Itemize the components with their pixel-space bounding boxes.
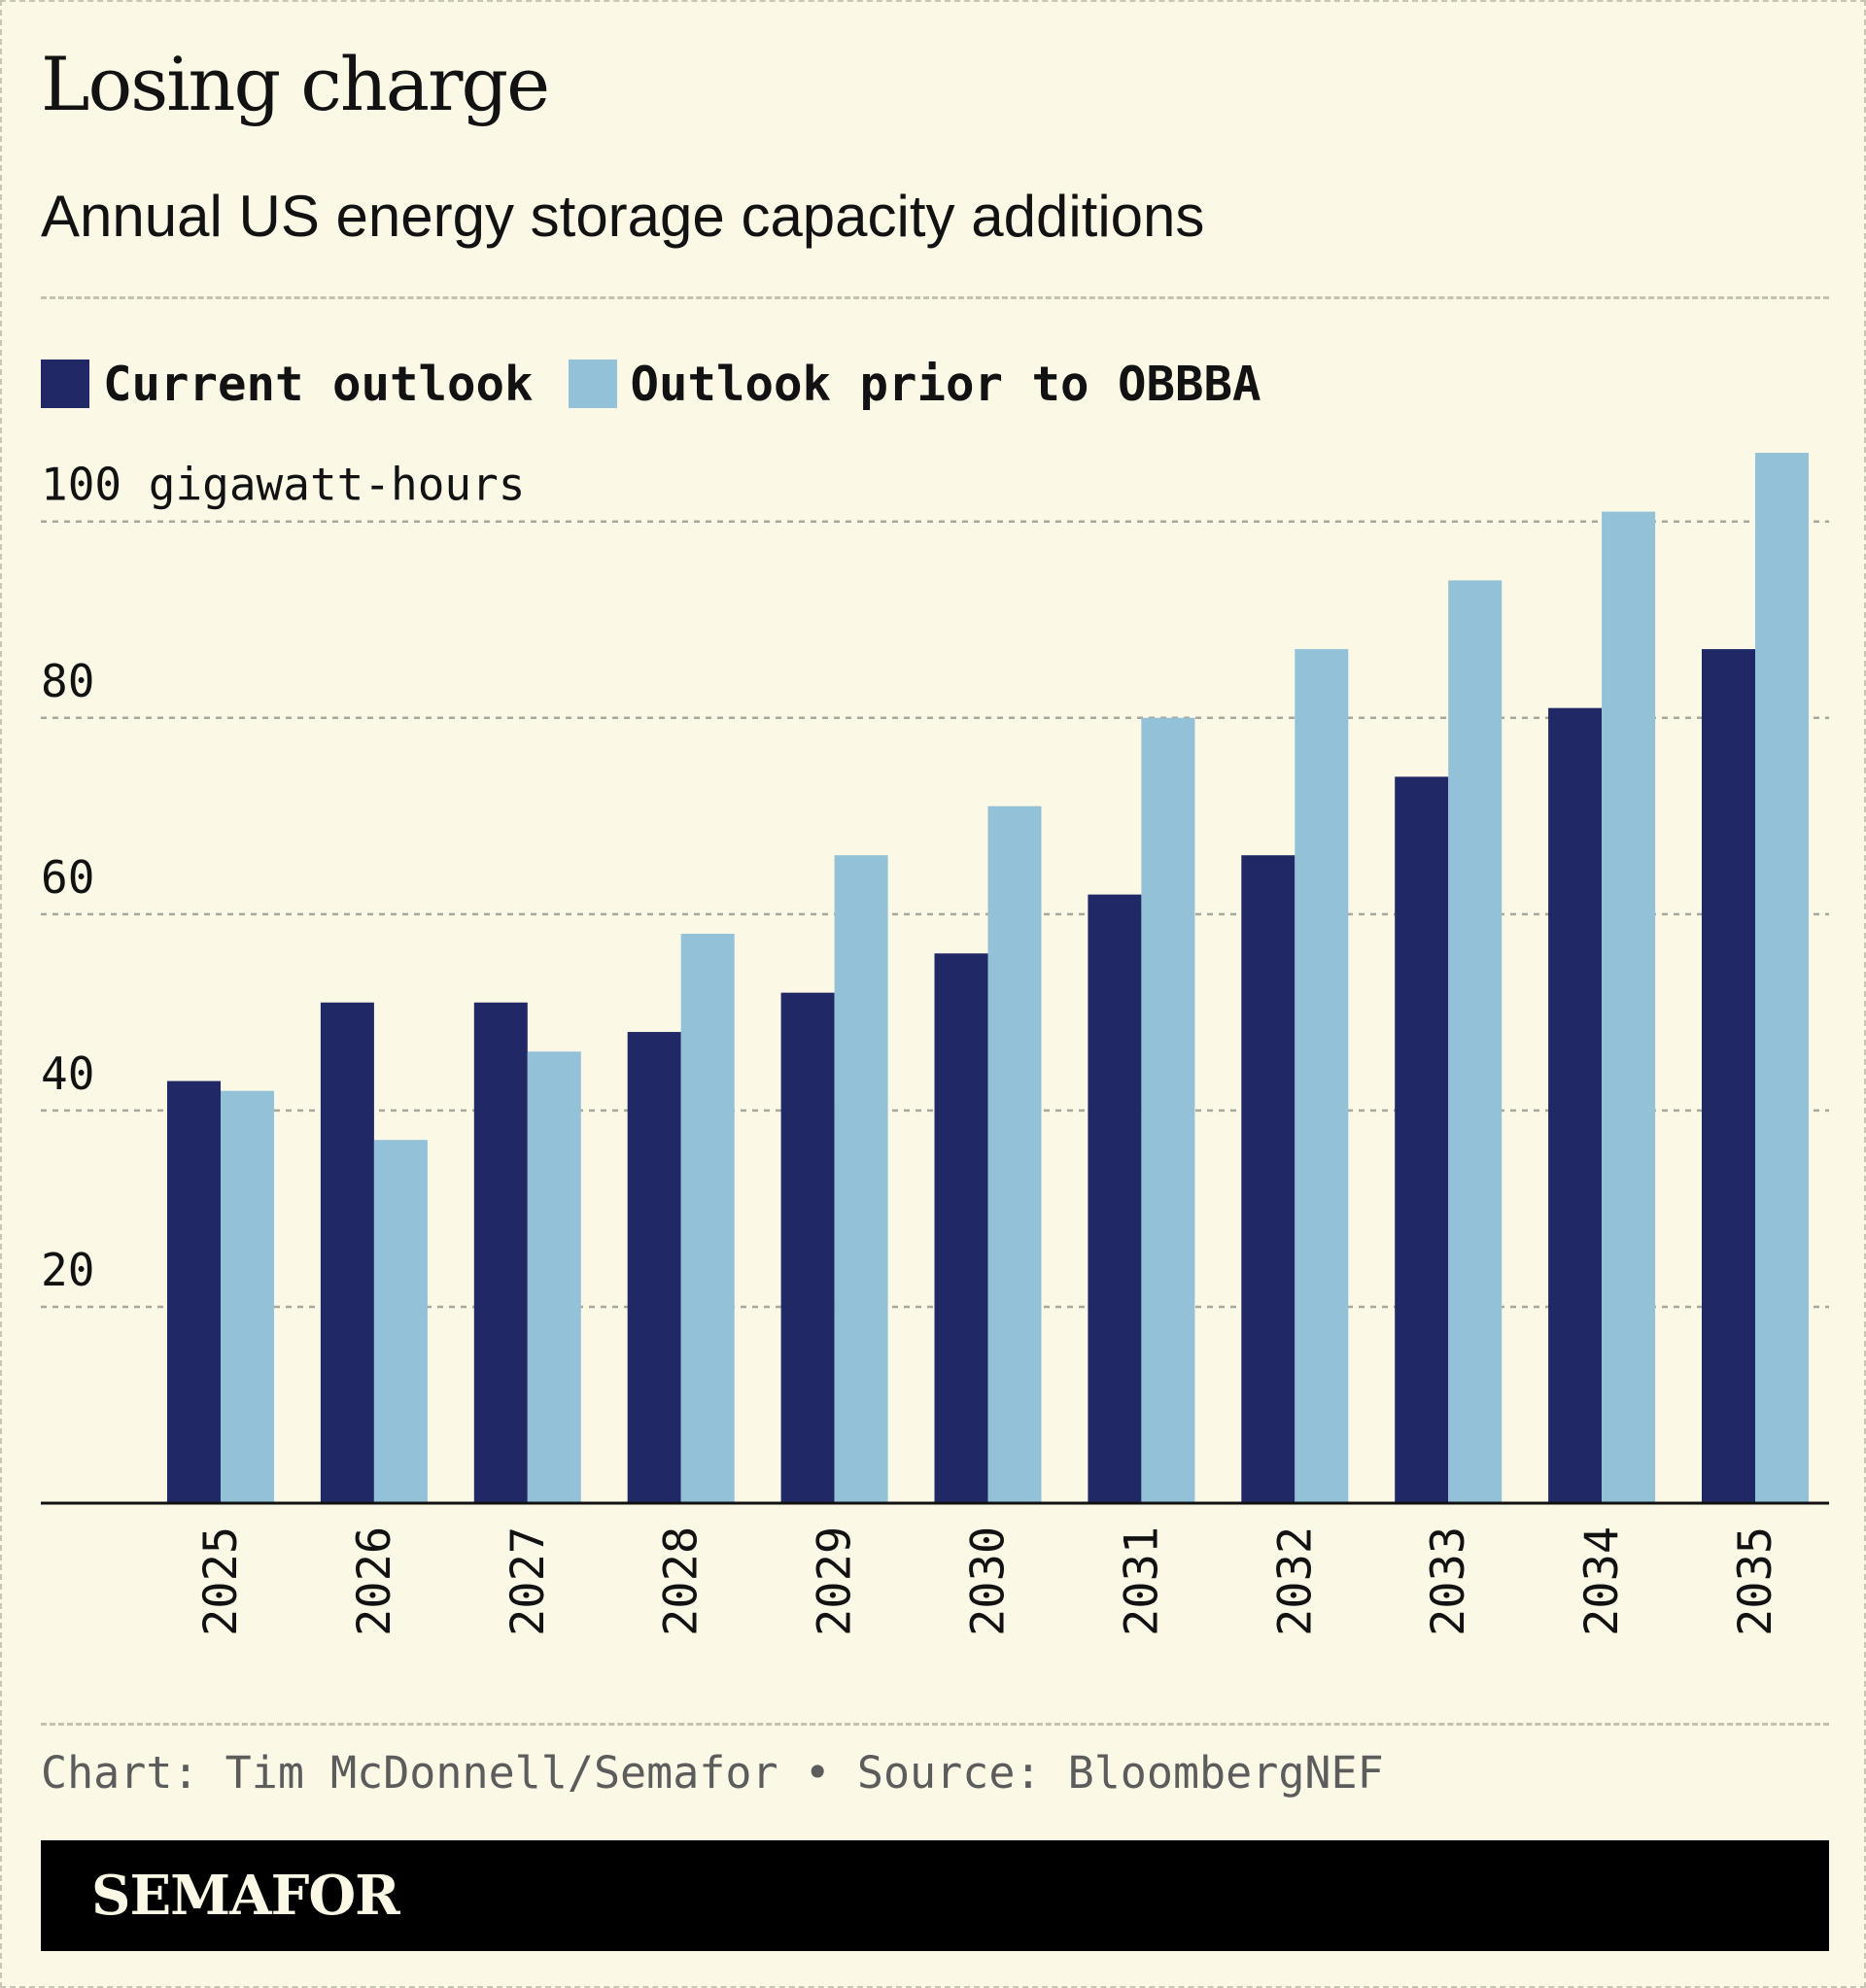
- chart-subtitle: Annual US energy storage capacity additi…: [41, 184, 1205, 249]
- legend-item-prior: Outlook prior to OBBBA: [568, 356, 1261, 412]
- bar-current-2035: [1702, 649, 1755, 1503]
- x-tick-label-2027: 2027: [501, 1526, 555, 1636]
- bar-prior-2025: [221, 1090, 274, 1503]
- footer-divider: [41, 1723, 1829, 1726]
- bar-prior-2035: [1755, 453, 1809, 1503]
- bar-prior-2027: [527, 1051, 581, 1503]
- legend-swatch-current: [41, 360, 89, 408]
- bar-current-2027: [473, 1002, 528, 1503]
- y-tick-label-100: 100 gigawatt-hours: [41, 459, 526, 511]
- y-tick-label-60: 60: [41, 851, 94, 904]
- bar-current-2026: [320, 1002, 374, 1503]
- bar-current-2029: [780, 992, 835, 1503]
- bar-current-2031: [1088, 894, 1142, 1503]
- x-tick-label-2026: 2026: [348, 1526, 401, 1636]
- legend-label-prior: Outlook prior to OBBBA: [630, 356, 1261, 412]
- bar-current-2032: [1241, 855, 1296, 1503]
- header-divider: [41, 296, 1829, 299]
- bar-prior-2026: [373, 1140, 428, 1503]
- chart-title: Losing charge: [41, 41, 550, 127]
- bar-prior-2028: [680, 934, 735, 1503]
- bar-prior-2030: [987, 805, 1042, 1503]
- legend-swatch-prior: [568, 360, 617, 408]
- y-tick-label-40: 40: [41, 1047, 94, 1100]
- y-tick-label-80: 80: [41, 655, 94, 707]
- bar-prior-2031: [1141, 717, 1195, 1503]
- legend-item-current: Current outlook: [41, 357, 534, 412]
- legend: Current outlook Outlook prior to OBBBA: [41, 356, 1296, 412]
- bar-prior-2033: [1448, 580, 1503, 1503]
- bar-current-2034: [1548, 707, 1603, 1503]
- bar-current-2030: [934, 953, 988, 1503]
- x-tick-label-2035: 2035: [1729, 1526, 1782, 1636]
- x-tick-label-2028: 2028: [655, 1526, 708, 1636]
- x-tick-label-2025: 2025: [194, 1526, 248, 1636]
- bar-chart: 20 40 60 80 100 gigawatt-hours 2025 2026 2027 20…: [41, 453, 1829, 1636]
- x-tick-label-2034: 2034: [1575, 1526, 1629, 1636]
- bar-current-2028: [627, 1032, 681, 1503]
- x-tick-label-2029: 2029: [809, 1526, 862, 1636]
- y-tick-label-20: 20: [41, 1244, 94, 1296]
- brand-bar: SEMAFOR: [41, 1840, 1829, 1951]
- bar-prior-2032: [1295, 649, 1349, 1503]
- bar-prior-2029: [834, 855, 888, 1503]
- x-tick-label-2030: 2030: [962, 1526, 1016, 1636]
- semafor-logo: SEMAFOR: [91, 1864, 400, 1928]
- x-tick-label-2033: 2033: [1422, 1526, 1475, 1636]
- x-tick-label-2031: 2031: [1115, 1526, 1168, 1636]
- source-credit: Chart: Tim McDonnell/Semafor • Source: B…: [41, 1747, 1384, 1799]
- legend-label-current: Current outlook: [103, 356, 534, 412]
- bar-current-2025: [167, 1080, 221, 1503]
- bar-prior-2034: [1602, 511, 1656, 1503]
- bar-current-2033: [1395, 776, 1449, 1503]
- x-tick-label-2032: 2032: [1268, 1526, 1322, 1636]
